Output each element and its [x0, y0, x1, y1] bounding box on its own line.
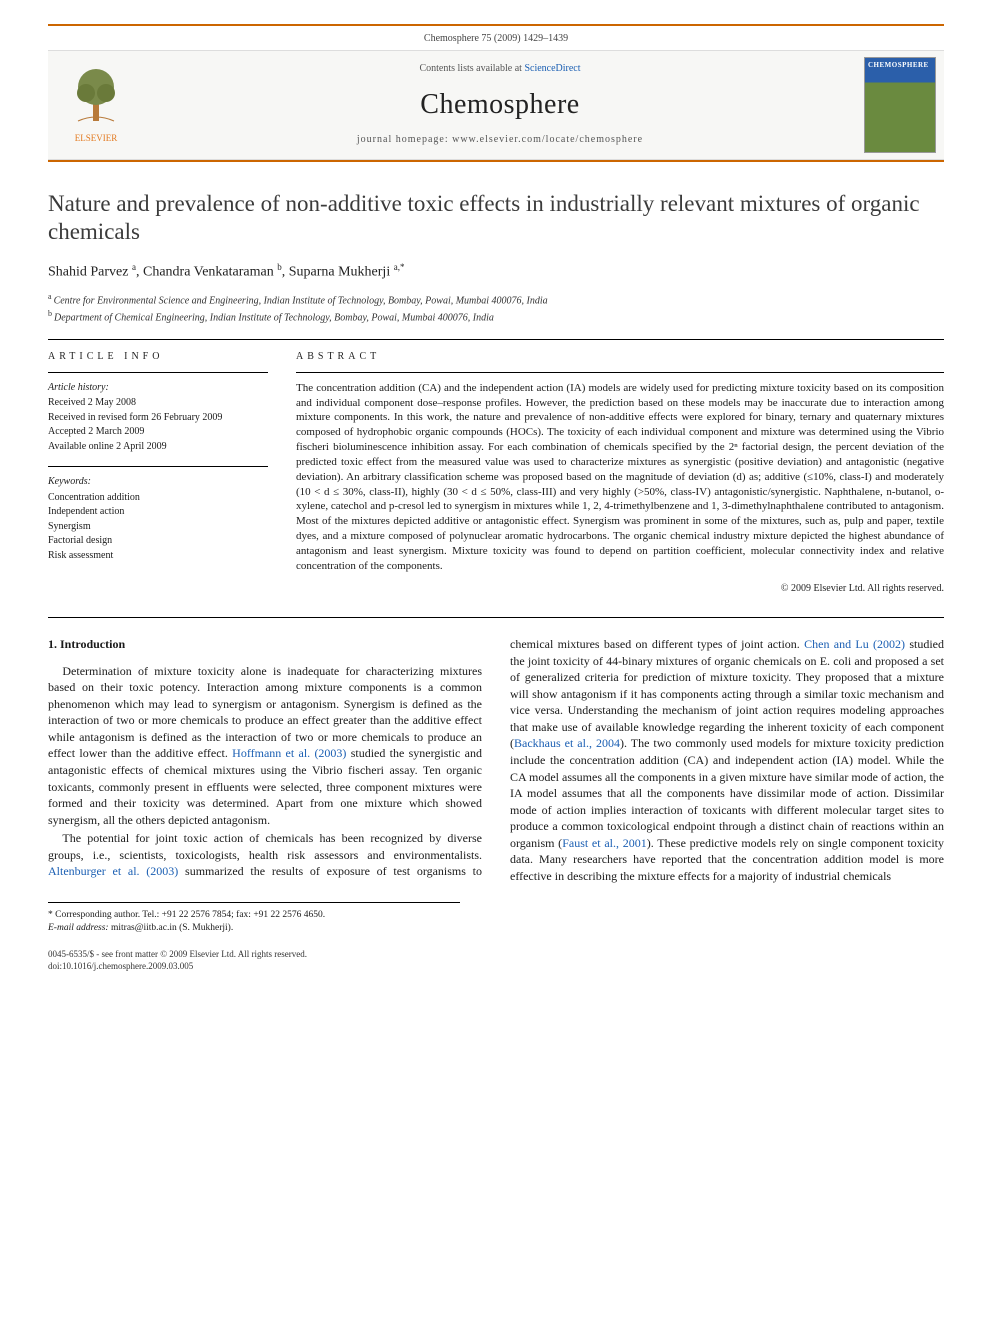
abstract: ABSTRACT The concentration addition (CA)… [296, 350, 944, 595]
info-divider [48, 372, 268, 373]
section-heading: 1. Introduction [48, 636, 482, 653]
history-item: Received 2 May 2008 [48, 396, 268, 411]
citation-ref[interactable]: Altenburger et al. (2003) [48, 864, 178, 878]
citation-ref[interactable]: Hoffmann et al. (2003) [232, 746, 346, 760]
article-info-label: ARTICLE INFO [48, 350, 268, 364]
history-item: Accepted 2 March 2009 [48, 425, 268, 440]
body-paragraph: Determination of mixture toxicity alone … [48, 663, 482, 828]
full-divider [48, 617, 944, 618]
abstract-label: ABSTRACT [296, 350, 944, 364]
publisher-logo: ELSEVIER [56, 65, 136, 144]
article-info: ARTICLE INFO Article history: Received 2… [48, 350, 268, 595]
citation-ref[interactable]: Chen and Lu (2002) [804, 637, 905, 651]
history-item: Available online 2 April 2009 [48, 440, 268, 455]
article-body: 1. Introduction Determination of mixture… [48, 636, 944, 884]
keywords-head: Keywords: [48, 475, 268, 489]
corresponding-author-footnote: * Corresponding author. Tel.: +91 22 257… [48, 902, 460, 935]
journal-homepage: journal homepage: www.elsevier.com/locat… [136, 133, 864, 147]
contents-available: Contents lists available at ScienceDirec… [136, 62, 864, 76]
keyword-item: Independent action [48, 505, 268, 520]
journal-header: Chemosphere 75 (2009) 1429–1439 ELSEVIER… [48, 24, 944, 162]
affiliation: aCentre for Environmental Science and En… [48, 291, 944, 308]
info-abstract-row: ARTICLE INFO Article history: Received 2… [48, 350, 944, 595]
info-divider [48, 466, 268, 467]
journal-cover-thumb: CHEMOSPHERE [864, 57, 936, 153]
keyword-item: Concentration addition [48, 491, 268, 506]
affiliation: bDepartment of Chemical Engineering, Ind… [48, 308, 944, 325]
article-title: Nature and prevalence of non-additive to… [48, 190, 944, 248]
affiliations: aCentre for Environmental Science and En… [48, 291, 944, 326]
abstract-divider [296, 372, 944, 373]
divider [48, 339, 944, 340]
keyword-item: Synergism [48, 520, 268, 535]
abstract-text: The concentration addition (CA) and the … [296, 381, 944, 574]
elsevier-tree-icon [72, 65, 120, 125]
history-item: Received in revised form 26 February 200… [48, 411, 268, 426]
authors: Shahid Parvez a, Chandra Venkataraman b,… [48, 261, 944, 283]
keyword-item: Factorial design [48, 534, 268, 549]
citation-ref[interactable]: Backhaus et al., 2004 [514, 736, 620, 750]
keyword-list: Concentration additionIndependent action… [48, 491, 268, 564]
history-list: Received 2 May 2008Received in revised f… [48, 396, 268, 454]
email-link[interactable]: mitras@iitb.ac.in [111, 923, 177, 933]
publisher-name: ELSEVIER [56, 132, 136, 144]
journal-citation: Chemosphere 75 (2009) 1429–1439 [48, 26, 944, 50]
journal-bar: ELSEVIER Contents lists available at Sci… [48, 50, 944, 160]
history-head: Article history: [48, 381, 268, 395]
citation-ref[interactable]: Faust et al., 2001 [562, 836, 647, 850]
journal-center: Contents lists available at ScienceDirec… [136, 62, 864, 147]
sciencedirect-link[interactable]: ScienceDirect [524, 63, 580, 74]
abstract-copyright: © 2009 Elsevier Ltd. All rights reserved… [296, 582, 944, 596]
front-matter-footer: 0045-6535/$ - see front matter © 2009 El… [48, 949, 944, 972]
homepage-url: www.elsevier.com/locate/chemosphere [452, 134, 643, 145]
keyword-item: Risk assessment [48, 549, 268, 564]
journal-name: Chemosphere [136, 86, 864, 124]
